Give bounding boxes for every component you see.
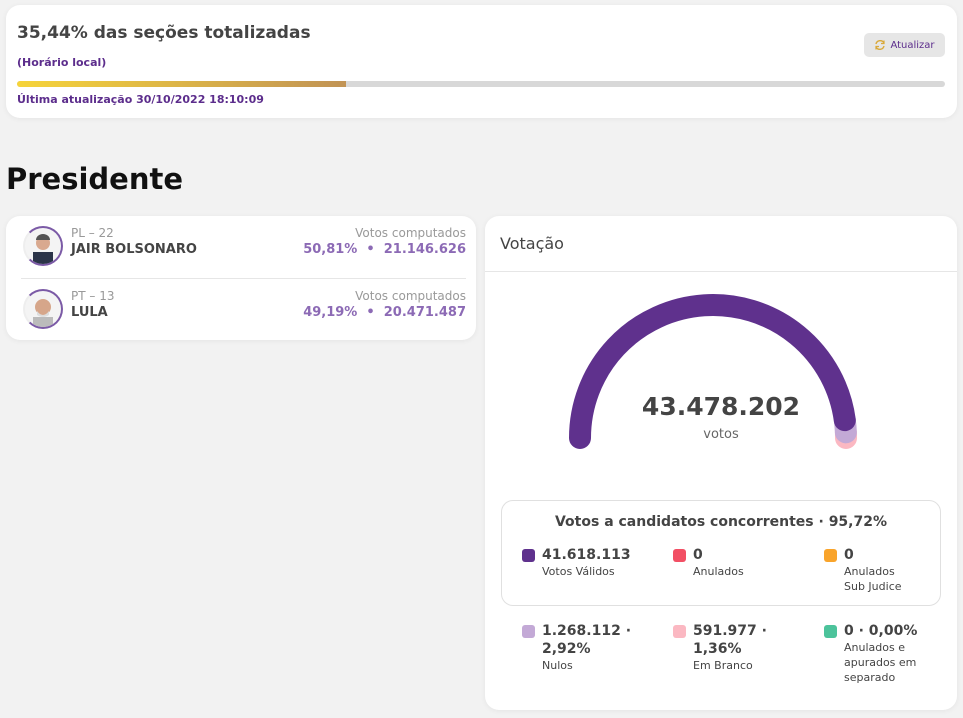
candidate-party: PL – 22	[71, 226, 114, 240]
legend-item: 0 Anulados Sub Judice	[824, 546, 919, 594]
box-title: Votos a candidatos concorrentes · 95,72%	[554, 514, 887, 530]
section-title: Presidente	[6, 162, 184, 196]
candidate-name: JAIR BOLSONARO	[71, 242, 197, 257]
legend-label: Anulados	[693, 565, 744, 578]
totalization-progress-bar	[17, 81, 945, 87]
votacao-title: Votação	[485, 216, 957, 272]
last-update: Última atualização 30/10/2022 18:10:09	[17, 93, 264, 106]
legend-label: Em Branco	[693, 659, 753, 672]
legend-value: 0 · 0,00%	[844, 623, 918, 639]
timezone-note: (Horário local)	[17, 56, 107, 69]
candidate-votes: 50,81% • 21.146.626	[303, 242, 466, 257]
legend-swatch	[824, 549, 837, 562]
legend-item: 0 Anulados	[673, 546, 783, 579]
valid-votes-box: Votos a candidatos concorrentes · 95,72%	[501, 500, 941, 606]
legend-swatch	[522, 549, 535, 562]
legend-item: 591.977 · 1,36% Em Branco	[673, 622, 783, 673]
legend-value: 0	[844, 547, 854, 563]
candidate-party: PT – 13	[71, 289, 115, 303]
legend-swatch	[522, 625, 535, 638]
refresh-icon	[875, 39, 886, 51]
avatar	[23, 289, 63, 329]
legend-item: 1.268.112 · 2,92% Nulos	[522, 622, 632, 673]
legend-label: Votos Válidos	[542, 565, 615, 578]
totalization-title: 35,44% das seções totalizadas	[17, 23, 311, 43]
legend-label: Anulados e apurados em separado	[844, 641, 917, 684]
candidates-card: PL – 22 JAIR BOLSONARO Votos computados …	[6, 216, 476, 340]
totalization-card: 35,44% das seções totalizadas (Horário l…	[6, 5, 957, 118]
candidate-votes: 49,19% • 20.471.487	[303, 305, 466, 320]
refresh-button[interactable]: Atualizar	[864, 33, 945, 57]
legend-value: 0	[693, 547, 703, 563]
legend-swatch	[673, 625, 686, 638]
refresh-label: Atualizar	[890, 39, 935, 51]
legend-label: Anulados Sub Judice	[844, 565, 902, 593]
legend-label: Nulos	[542, 659, 573, 672]
candidate-row[interactable]: PL – 22 JAIR BOLSONARO Votos computados …	[21, 216, 466, 278]
legend-item: 41.618.113 Votos Válidos	[522, 546, 632, 579]
gauge-segment-votos-válidos	[569, 294, 856, 449]
legend-value: 41.618.113	[542, 547, 631, 563]
avatar	[23, 226, 63, 266]
votes-gauge	[569, 294, 858, 449]
total-votes-unit: votos	[703, 427, 739, 442]
legend-value: 1.268.112 · 2,92%	[542, 623, 632, 657]
progress-fill	[17, 81, 346, 87]
votacao-card: Votação 43.478.202 votos Votos a candida…	[485, 216, 957, 710]
legend-value: 591.977 · 1,36%	[693, 623, 767, 657]
candidate-name: LULA	[71, 305, 108, 320]
total-votes: 43.478.202	[641, 392, 801, 421]
legend-swatch	[673, 549, 686, 562]
votes-label: Votos computados	[355, 289, 466, 303]
legend-item: 0 · 0,00% Anulados e apurados em separado	[824, 622, 919, 685]
legend-swatch	[824, 625, 837, 638]
candidate-row[interactable]: PT – 13 LULA Votos computados 49,19% • 2…	[21, 278, 466, 340]
votes-label: Votos computados	[355, 226, 466, 240]
